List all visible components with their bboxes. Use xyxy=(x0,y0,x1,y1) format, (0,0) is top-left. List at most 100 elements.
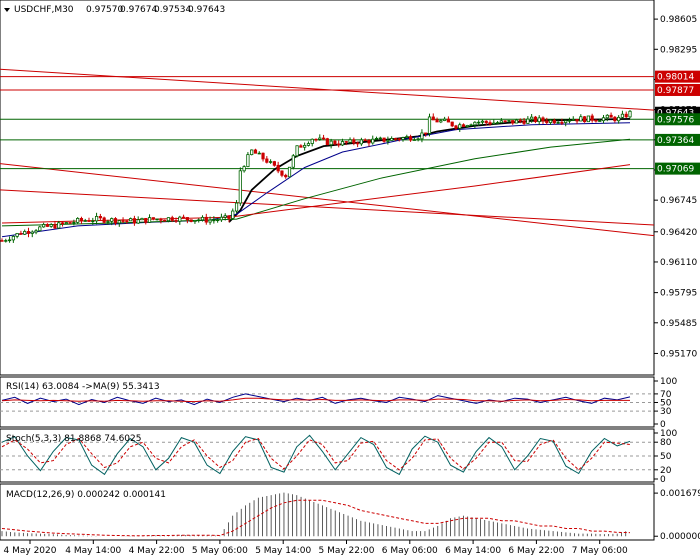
candle-body xyxy=(492,122,496,125)
osc-ytick-label: 50 xyxy=(660,452,672,462)
candle-body xyxy=(401,137,405,140)
candle-body xyxy=(64,222,68,224)
stoch-series xyxy=(0,434,654,476)
macd-series xyxy=(1,492,631,537)
candle-body xyxy=(113,218,118,224)
candle-body xyxy=(590,115,594,121)
candle-body xyxy=(197,219,201,222)
candle-body xyxy=(499,120,503,123)
candle-body xyxy=(477,121,481,124)
candle-body xyxy=(83,220,87,222)
candle-body xyxy=(306,143,311,146)
candle-body xyxy=(495,122,500,124)
candle-body xyxy=(269,161,273,163)
candle-body xyxy=(57,222,61,229)
candle-body xyxy=(253,149,258,154)
stoch-label: Stoch(5,3,3) 81.8868 74.6025 xyxy=(6,434,141,444)
trend-line xyxy=(0,163,655,237)
candle-body xyxy=(38,226,42,232)
candle-body xyxy=(204,216,208,223)
candle-body xyxy=(458,124,462,129)
candle-body xyxy=(443,118,447,121)
candle-body xyxy=(200,216,205,221)
candle-body xyxy=(276,164,280,172)
candle-body xyxy=(26,231,31,234)
price-panel[interactable] xyxy=(0,0,655,376)
candle-body xyxy=(34,230,38,233)
candle-body xyxy=(503,120,507,122)
ohlc-close: 0.97643 xyxy=(188,5,225,15)
candle-body xyxy=(53,224,57,229)
candle-body xyxy=(337,143,341,146)
candle-body xyxy=(465,125,469,127)
candle-body xyxy=(473,121,477,126)
candle-body xyxy=(303,144,307,148)
candle-body xyxy=(628,110,632,118)
candle-body xyxy=(454,125,458,129)
candle-body xyxy=(166,217,171,222)
osc-ytick-label: 30 xyxy=(660,407,672,417)
candle-body xyxy=(129,218,133,222)
candle-body xyxy=(189,219,193,222)
osc-line xyxy=(1,434,631,476)
candle-body xyxy=(567,119,572,122)
level-tag xyxy=(655,133,700,146)
macd-ytick-label: 0.000000 xyxy=(660,532,700,542)
candle-body xyxy=(159,218,163,221)
candle-body xyxy=(144,217,148,223)
candle-body xyxy=(94,215,99,222)
level-tag-label: 0.97877 xyxy=(657,86,694,96)
rsi-series xyxy=(0,393,654,412)
candle-body xyxy=(374,137,379,140)
macd-signal-line xyxy=(1,499,631,537)
candle-body xyxy=(170,217,174,221)
candle-body xyxy=(42,224,46,228)
candle-body xyxy=(545,120,549,123)
rsi-label: RSI(14) 63.0084 ->MA(9) 55.3413 xyxy=(6,382,160,392)
ohlc-high: 0.97674 xyxy=(120,5,157,15)
candle-body xyxy=(371,138,375,144)
candle-body xyxy=(60,222,65,224)
osc-line xyxy=(1,393,631,406)
candle-body xyxy=(397,138,401,141)
osc-ytick-label: 0 xyxy=(660,420,666,430)
xtick-label: 4 May 2020 xyxy=(4,546,57,556)
price-ytick-label: 0.95795 xyxy=(660,289,697,299)
candle-body xyxy=(484,120,488,123)
price-ytick-label: 0.95485 xyxy=(660,319,697,329)
level-tag xyxy=(655,70,700,83)
candle-body xyxy=(488,122,492,125)
candle-body xyxy=(280,170,284,176)
candle-body xyxy=(609,114,613,118)
candle-body xyxy=(356,142,360,145)
xtick-label: 5 May 06:00 xyxy=(192,546,248,556)
osc-ytick-label: 80 xyxy=(660,438,672,448)
candle-body xyxy=(598,120,602,122)
candle-body xyxy=(624,113,628,118)
price-ytick-label: 0.96420 xyxy=(660,228,697,238)
candle-body xyxy=(446,118,451,123)
candle-body xyxy=(208,219,212,223)
candle-body xyxy=(227,215,231,219)
osc-line xyxy=(1,437,631,471)
candle-body xyxy=(586,115,590,123)
candle-body xyxy=(552,119,556,124)
candle-body xyxy=(284,174,288,178)
candle-body xyxy=(363,139,367,142)
candle-body xyxy=(4,240,8,242)
candle-body xyxy=(291,155,295,168)
candle-body xyxy=(620,113,625,118)
candle-body xyxy=(216,219,220,222)
level-tag xyxy=(655,162,700,175)
osc-ytick-label: 100 xyxy=(660,377,677,387)
candle-body xyxy=(117,220,121,224)
candle-body xyxy=(163,219,167,222)
dropdown-triangle-icon[interactable] xyxy=(4,8,10,12)
candle-body xyxy=(219,216,224,221)
level-tag-label: 0.97576 xyxy=(657,115,694,125)
xtick-label: 5 May 14:00 xyxy=(255,546,311,556)
candle-body xyxy=(121,220,125,222)
candle-body xyxy=(530,116,534,120)
candle-body xyxy=(314,138,318,141)
